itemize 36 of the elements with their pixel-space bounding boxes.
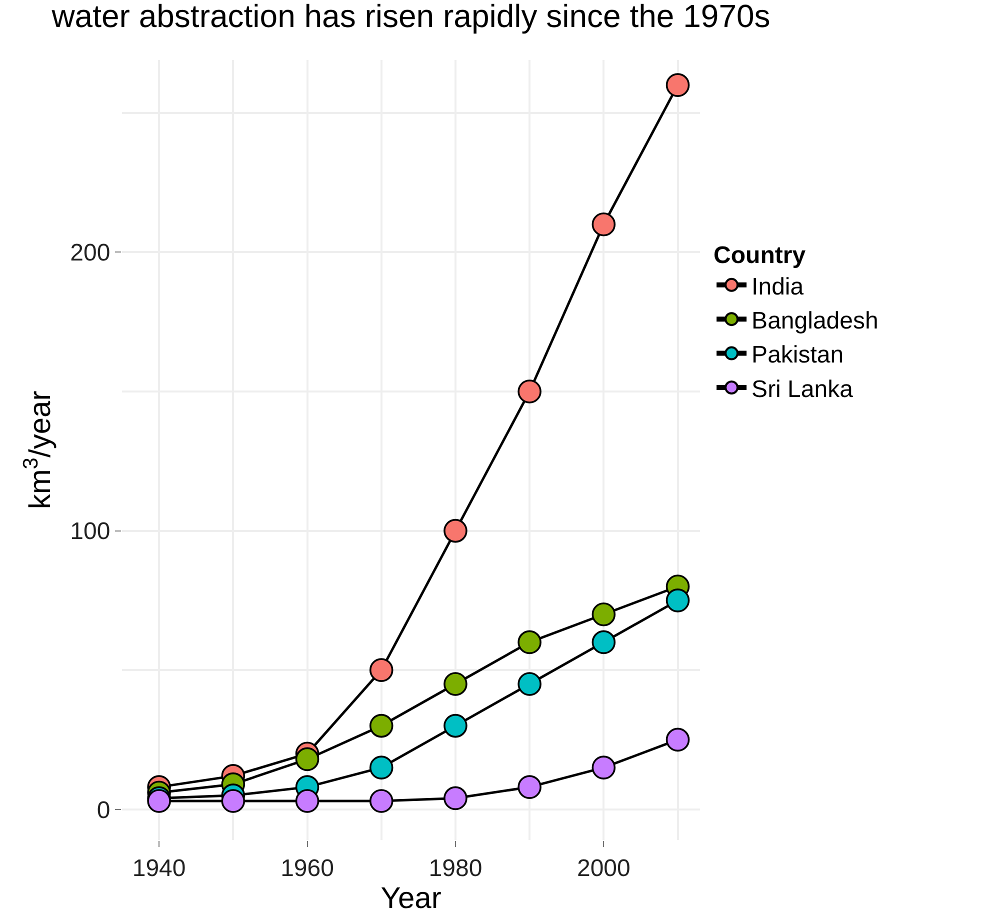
legend-label: Sri Lanka [752,376,854,403]
point [518,630,542,654]
point [295,789,320,813]
legend-title: Country [714,242,806,269]
point [666,588,690,612]
point [518,380,542,404]
point [592,756,616,780]
point [592,630,616,654]
x-tick-label: 2000 [576,854,630,882]
point [592,602,616,626]
point [369,714,394,738]
x-tick-label: 1960 [280,854,334,882]
point [518,672,542,696]
legend-label: India [752,273,804,300]
chart-title: water abstraction has risen rapidly since the 1970s [50,0,770,34]
point [518,775,542,799]
point [666,73,690,97]
point [369,658,394,682]
y-tick-label: 100 [70,518,110,546]
y-tick-label: 0 [96,796,110,824]
x-tick-label: 1980 [428,854,482,882]
point [444,518,468,543]
point [592,212,616,236]
x-axis-title: Year [380,882,442,915]
point [444,714,468,738]
point [369,789,394,813]
point [295,747,320,772]
x-tick-label: 1940 [132,854,186,882]
point [444,786,468,810]
point [221,789,246,813]
point [444,672,468,696]
point [666,728,690,752]
point [369,756,394,780]
legend-label: Pakistan [752,342,844,369]
y-tick-label: 200 [70,240,110,267]
legend-label: Bangladesh [752,307,878,334]
